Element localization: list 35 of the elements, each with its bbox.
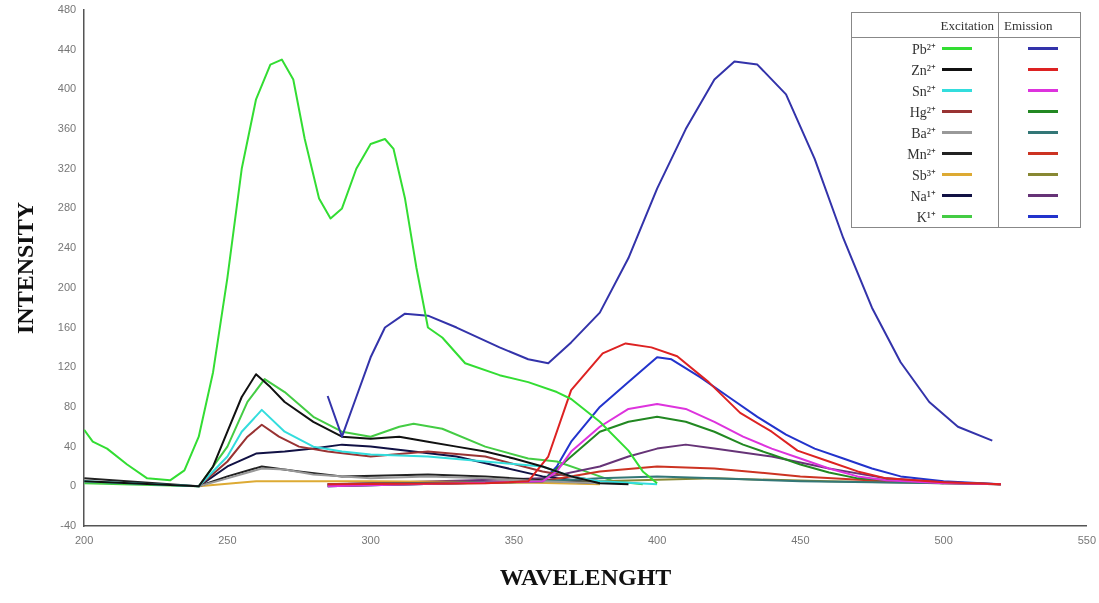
legend-label: Mn²⁺ [907,146,936,163]
annotation: Excitation [939,17,995,34]
x-tick-label: 500 [934,533,953,546]
y-tick-label: 240 [57,241,77,254]
annotation: Emission [1003,17,1053,34]
legend-label: Hg²⁺ [909,104,936,121]
x-axis-title: WAVELENGHT [499,563,672,590]
y-tick-label: 480 [57,3,77,16]
y-tick-label: 40 [63,439,77,452]
x-tick-label: 350 [504,533,524,546]
legend-label: Ba²⁺ [911,125,936,142]
x-tick-label: 300 [361,533,380,546]
y-tick-label: 80 [63,399,77,412]
y-tick-label: 400 [57,82,77,95]
x-tick-label: 250 [218,533,237,546]
y-tick-label: 280 [57,201,77,214]
legend-label: Zn²⁺ [911,62,936,79]
y-tick-label: 200 [57,280,77,293]
y-tick-label: 0 [70,479,77,492]
y-tick-label: -40 [60,519,77,532]
x-tick-label: 450 [791,533,810,546]
legend-label: Na¹⁺ [910,188,936,205]
legend-label: Sb³⁺ [912,167,936,184]
y-tick-label: 320 [57,161,77,174]
legend-label: Sn²⁺ [912,83,936,100]
y-tick-label: 160 [57,320,77,333]
legend-label: Pb²⁺ [912,41,936,58]
y-tick-label: 360 [57,122,77,135]
x-tick-label: 400 [647,533,667,546]
x-tick-label: 200 [74,533,94,546]
legend-label: K¹⁺ [916,209,936,226]
y-axis-title: INTENSITY [11,201,38,335]
x-tick-label: 550 [1077,533,1096,546]
y-tick-label: 120 [57,360,77,373]
y-tick-label: 440 [57,42,77,55]
